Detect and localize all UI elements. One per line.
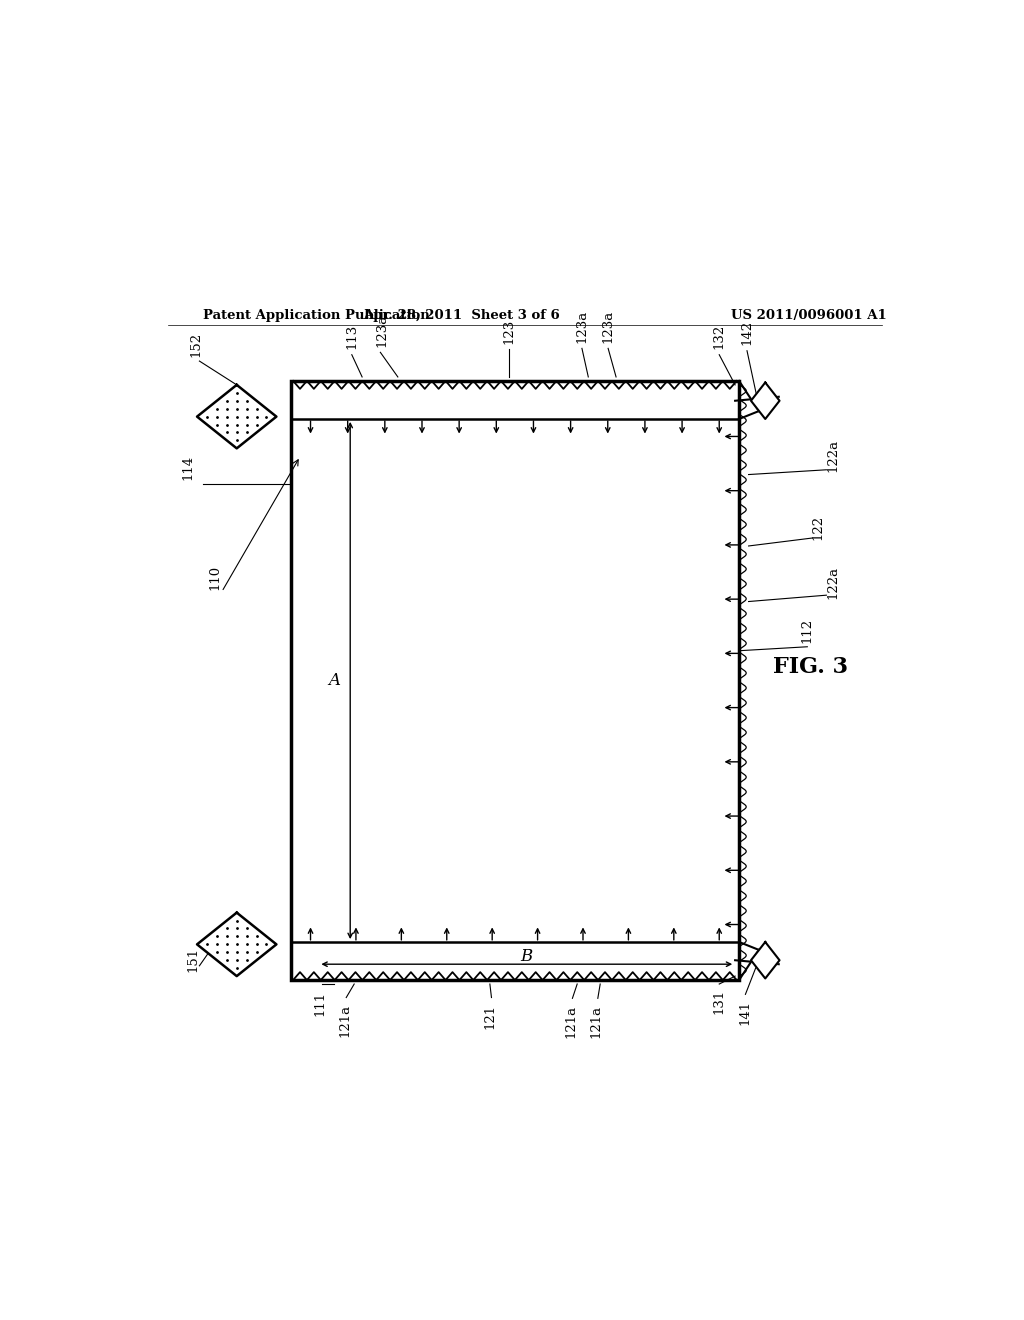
Text: 113: 113 [345, 323, 358, 350]
Text: 110: 110 [209, 565, 222, 590]
Text: 122: 122 [812, 515, 825, 540]
Text: 112: 112 [801, 618, 814, 643]
Text: 121a: 121a [338, 1005, 351, 1038]
Text: 123: 123 [503, 318, 515, 343]
Text: 141: 141 [739, 1001, 752, 1026]
Polygon shape [751, 942, 779, 978]
Text: 123a: 123a [602, 310, 614, 343]
Polygon shape [197, 385, 276, 449]
Text: US 2011/0096001 A1: US 2011/0096001 A1 [731, 309, 887, 322]
Polygon shape [751, 383, 779, 418]
Text: 121: 121 [483, 1005, 497, 1030]
Text: 131: 131 [713, 989, 726, 1014]
Text: 111: 111 [313, 990, 327, 1015]
Text: 114: 114 [181, 455, 194, 480]
Text: A: A [329, 672, 340, 689]
Text: 123a: 123a [575, 310, 589, 343]
Text: 121a: 121a [564, 1005, 578, 1038]
Bar [291, 381, 739, 979]
Text: 123a: 123a [376, 314, 388, 347]
Text: 122a: 122a [826, 440, 840, 473]
Text: 132: 132 [713, 323, 726, 350]
Text: Patent Application Publication: Patent Application Publication [204, 309, 430, 322]
Text: FIG. 3: FIG. 3 [773, 656, 848, 677]
Text: B: B [520, 948, 532, 965]
Text: 122a: 122a [826, 566, 840, 599]
Polygon shape [197, 912, 276, 975]
Text: 121a: 121a [590, 1005, 603, 1038]
Text: Apr. 28, 2011  Sheet 3 of 6: Apr. 28, 2011 Sheet 3 of 6 [362, 309, 560, 322]
Text: 152: 152 [189, 331, 202, 358]
Text: 151: 151 [186, 946, 200, 972]
Text: 142: 142 [740, 319, 754, 346]
